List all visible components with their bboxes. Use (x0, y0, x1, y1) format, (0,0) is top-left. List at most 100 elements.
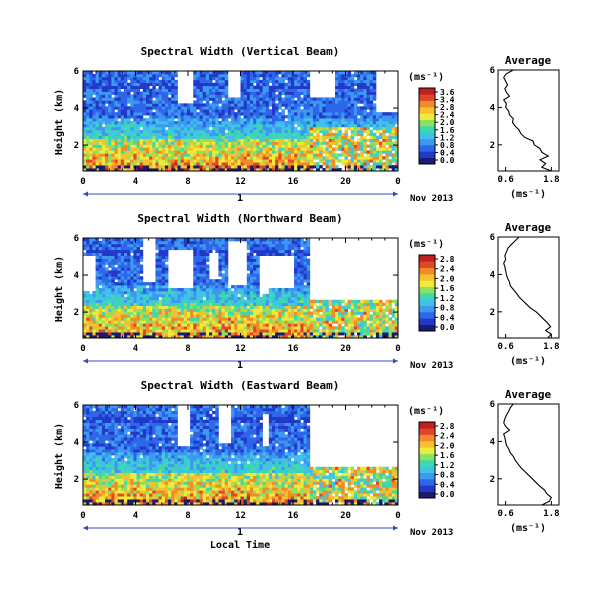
heatmap-cell (221, 118, 226, 122)
day-span-arrow-right (393, 191, 398, 197)
heatmap-cell (180, 162, 185, 166)
heatmap-cell (136, 311, 141, 315)
heatmap-cell (186, 132, 191, 137)
heatmap-cell (372, 103, 377, 107)
heatmap-cell (262, 76, 267, 81)
heatmap-cell (180, 314, 185, 318)
heatmap-cell (108, 270, 112, 274)
heatmap-cell (262, 141, 267, 145)
heatmap-cell (338, 79, 342, 84)
heatmap-cell (227, 288, 232, 292)
heatmap-cell (193, 112, 197, 116)
heatmap-cell (212, 285, 216, 289)
heatmap-cell (136, 264, 141, 268)
heatmap-cell (297, 311, 301, 315)
heatmap-cell (117, 121, 122, 125)
heatmap-cell (193, 311, 197, 315)
heatmap-cell (83, 302, 87, 306)
heatmap-cell (379, 162, 383, 166)
heatmap-cell (199, 79, 204, 84)
heatmap-cell (338, 141, 342, 145)
heatmap-cell (215, 162, 219, 166)
heatmap-cell (366, 91, 370, 95)
heatmap-cell (155, 132, 159, 137)
heatmap-cell (369, 85, 374, 89)
heatmap-cell (294, 285, 298, 289)
heatmap-cell (259, 97, 263, 101)
heatmap-cell (284, 162, 289, 166)
heatmap-cell (146, 109, 150, 113)
heatmap-cell (136, 320, 141, 324)
heatmap-cell (127, 132, 131, 137)
heatmap-cell (360, 121, 364, 125)
heatmap-cell (290, 159, 295, 163)
heatmap-cell (341, 299, 345, 304)
heatmap-cell (262, 118, 267, 122)
heatmap-cell (155, 109, 159, 113)
heatmap-cell (218, 308, 222, 312)
heatmap-cell (224, 156, 229, 160)
heatmap-cell (177, 132, 181, 137)
heatmap-cell (240, 100, 244, 104)
heatmap-cell (136, 168, 141, 172)
heatmap-cell (212, 121, 216, 125)
heatmap-cell (171, 159, 175, 163)
heatmap-cell (202, 109, 207, 113)
heatmap-cell (224, 335, 229, 339)
heatmap-cell (353, 103, 358, 107)
heatmap-cell (190, 156, 194, 160)
heatmap-cell (394, 132, 399, 137)
heatmap-cell (259, 144, 263, 148)
heatmap-cell (231, 115, 235, 119)
heatmap-cell (353, 326, 358, 330)
heatmap-cell (246, 332, 251, 336)
heatmap-cell (152, 112, 156, 116)
heatmap-cell (275, 123, 279, 128)
heatmap-cell (224, 144, 229, 148)
heatmap-cell (155, 147, 159, 151)
heatmap-cell (300, 85, 304, 89)
heatmap-cell (193, 305, 197, 309)
heatmap-cell (240, 106, 244, 110)
heatmap-cell (344, 314, 348, 318)
heatmap-cell (120, 270, 125, 274)
heatmap-cell (303, 290, 307, 295)
heatmap-cell (287, 168, 292, 172)
heatmap-cell (259, 165, 263, 169)
heatmap-cell (275, 153, 279, 157)
heatmap-cell (227, 323, 232, 327)
heatmap-cell (338, 138, 342, 142)
panel-northward: Spectral Width (Northward Beam) Height (… (53, 212, 560, 371)
heatmap-cell (335, 168, 339, 172)
heatmap-cell (366, 326, 370, 330)
heatmap-cell (196, 270, 200, 274)
heatmap-cell (347, 97, 352, 101)
heatmap-cell (120, 311, 125, 315)
heatmap-cell (205, 329, 210, 333)
heatmap-cell (249, 299, 254, 304)
heatmap-cell (268, 85, 273, 89)
heatmap-cell (246, 323, 251, 327)
heatmap-cell (98, 290, 103, 295)
heatmap-cell (366, 153, 370, 157)
heatmap-cell (249, 329, 254, 333)
heatmap-cell (202, 282, 207, 286)
heatmap-cell (133, 132, 137, 137)
heatmap-cell (142, 144, 147, 148)
heatmap-cell (256, 279, 260, 283)
heatmap-cell (316, 138, 320, 142)
colorbar-swatch (419, 100, 435, 108)
heatmap-cell (215, 118, 219, 122)
heatmap-cell (357, 129, 361, 134)
heatmap-cell (174, 144, 178, 148)
heatmap-cell (249, 126, 254, 131)
heatmap-cell (287, 150, 292, 154)
heatmap-cell (363, 311, 367, 315)
heatmap-cell (253, 147, 257, 151)
heatmap-cell (366, 94, 370, 98)
heatmap-cell (290, 311, 295, 315)
heatmap-cell (127, 282, 131, 286)
heatmap-cell (139, 323, 144, 327)
heatmap-cell (335, 320, 339, 324)
heatmap-cell (372, 118, 377, 122)
